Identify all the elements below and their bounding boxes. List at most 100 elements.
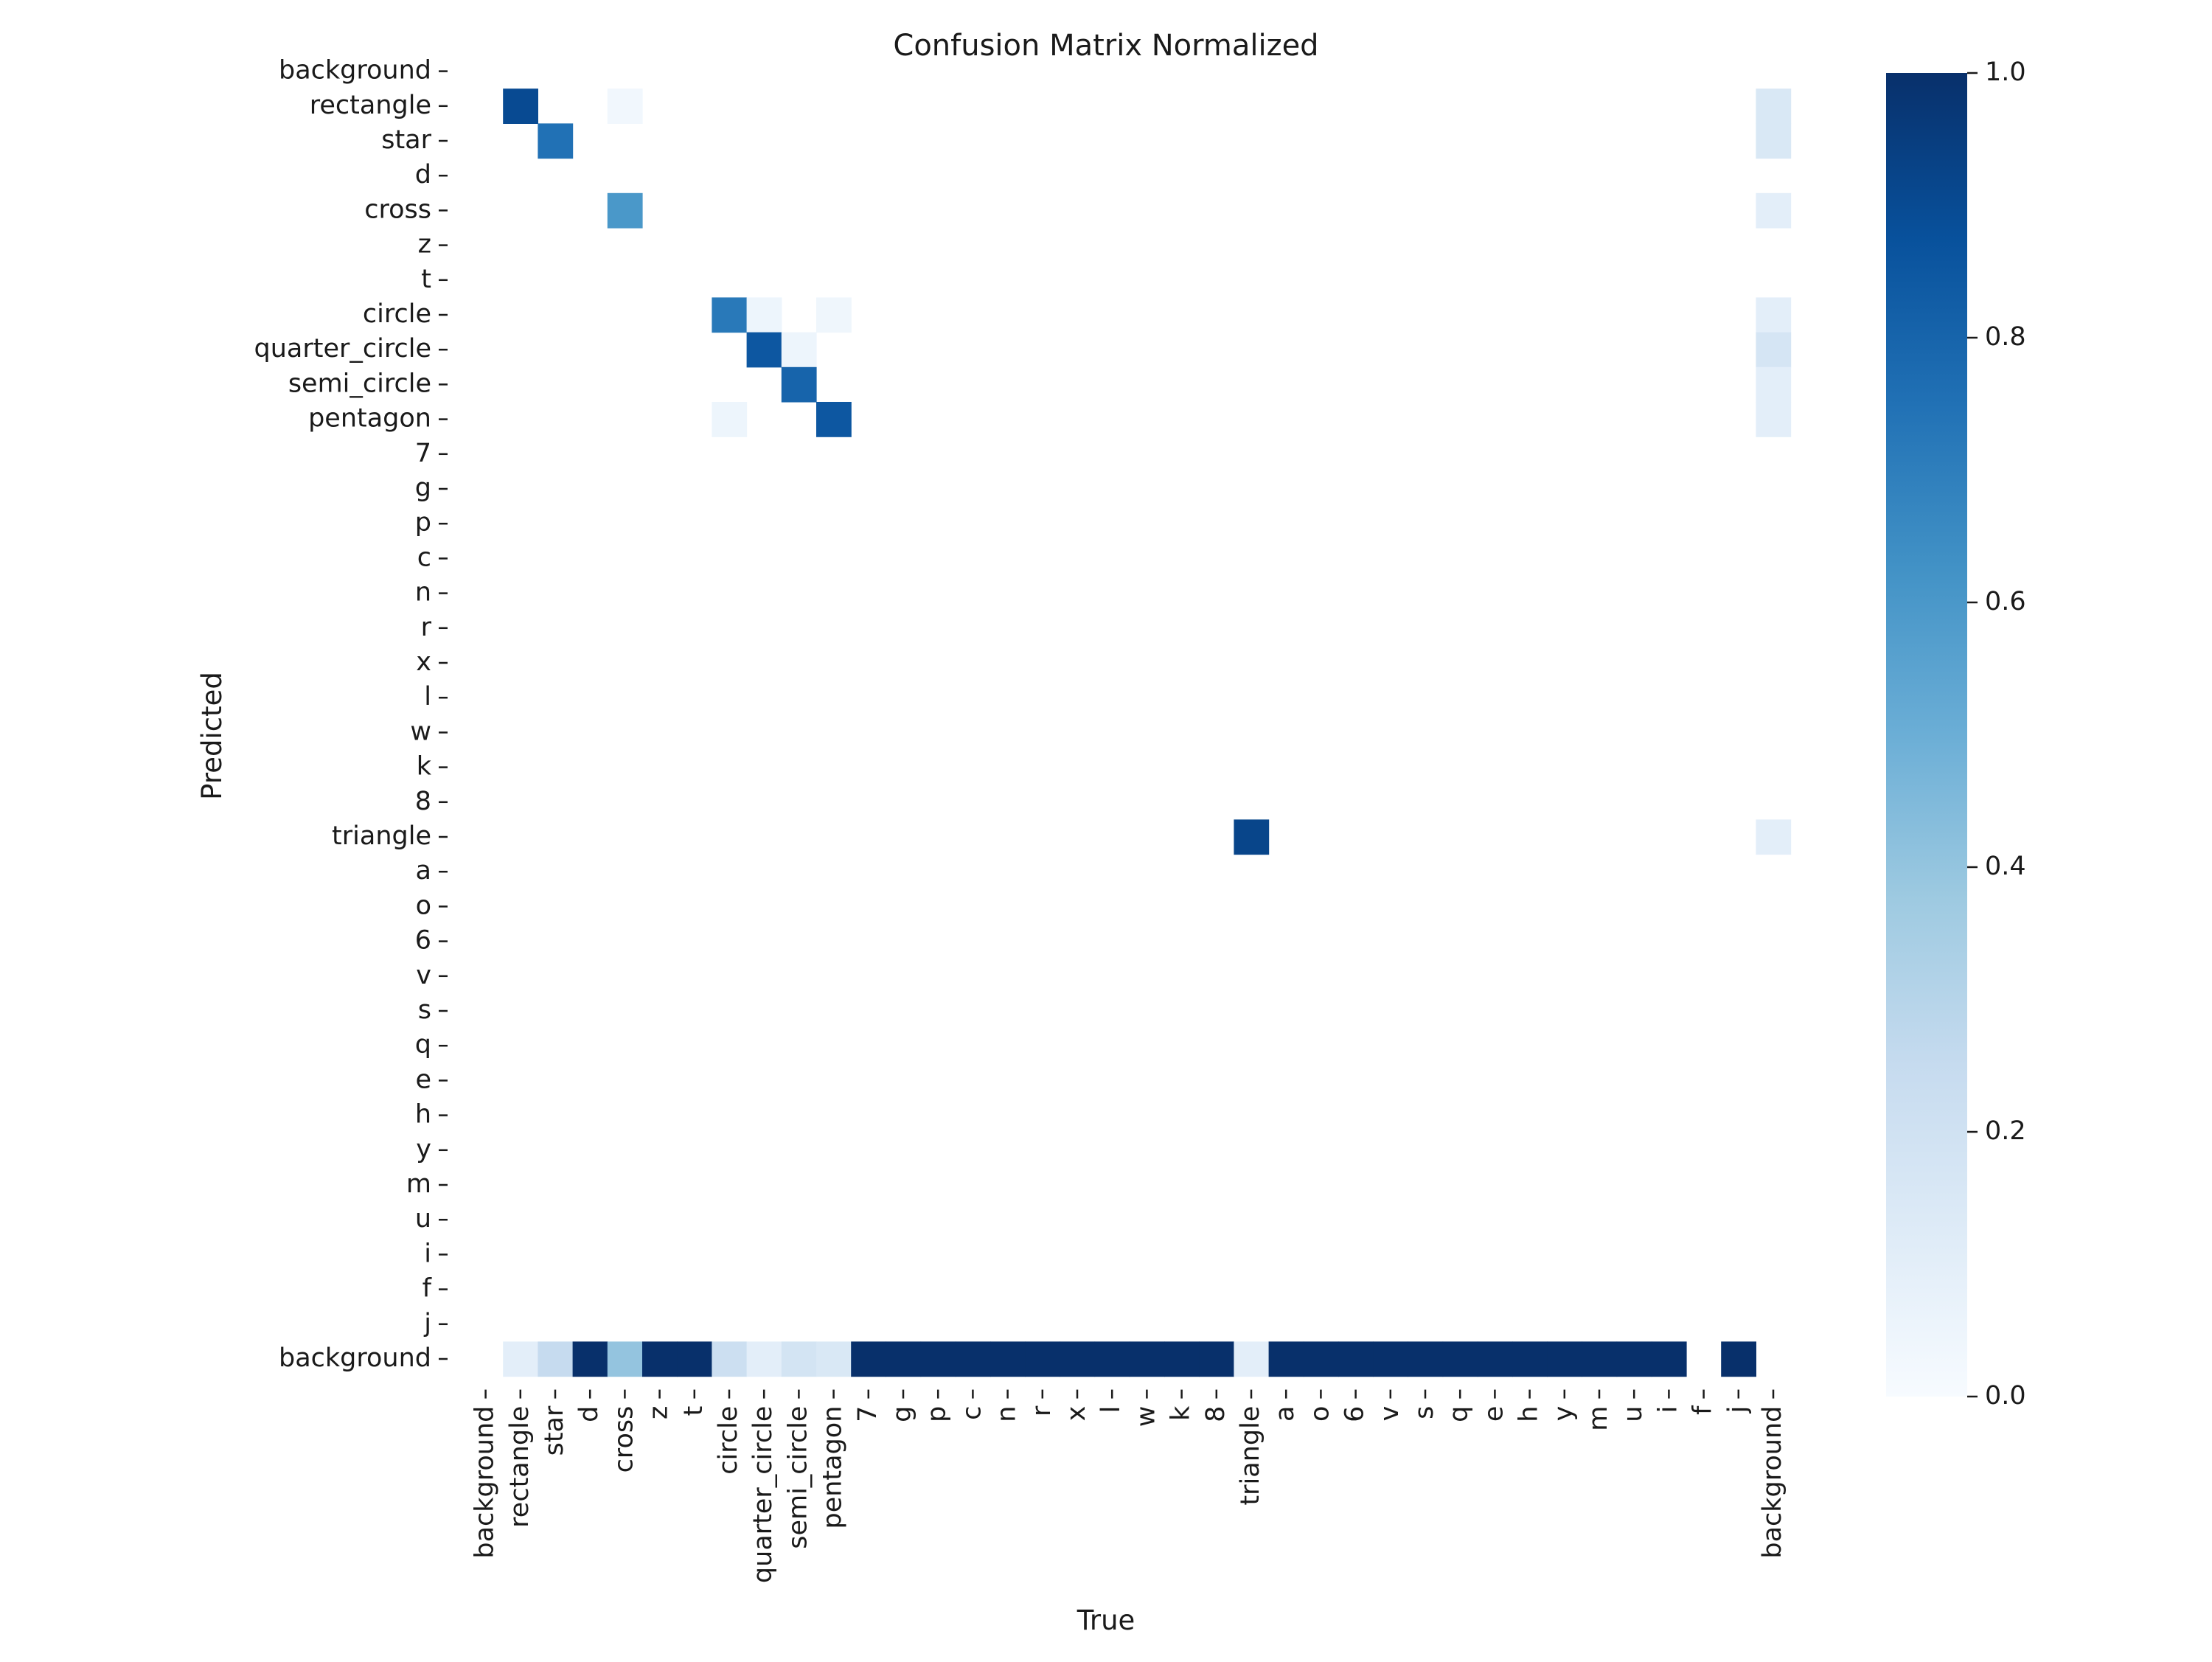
heatmap-cell (712, 1341, 748, 1377)
y-axis-label: Predicted (196, 672, 228, 800)
y-axis-ticks: backgroundrectanglestardcrossztcirclequa… (254, 56, 448, 1373)
heatmap-cell (503, 88, 538, 124)
y-tick-label: r (421, 613, 432, 642)
y-tick-label: t (421, 265, 431, 294)
heatmap-cells (503, 88, 1792, 1377)
heatmap-cell (503, 1341, 538, 1377)
y-tick-label: star (381, 125, 431, 155)
heatmap-cell (816, 1341, 852, 1377)
x-tick-label: background (1758, 1406, 1787, 1559)
x-tick-label: star (540, 1405, 569, 1456)
x-tick-label: quarter_circle (748, 1406, 778, 1583)
y-tick-label: 6 (415, 926, 431, 956)
heatmap-cell (1582, 1341, 1618, 1377)
heatmap-cell (1199, 1341, 1234, 1377)
y-tick-label: quarter_circle (254, 334, 431, 364)
heatmap-cell (1756, 123, 1792, 159)
colorbar-tick-label: 1.0 (1985, 58, 2026, 87)
heatmap-cell (1547, 1341, 1582, 1377)
y-tick-label: pentagon (308, 404, 431, 434)
x-tick-label: g (888, 1406, 917, 1422)
y-tick-label: w (410, 717, 431, 746)
x-tick-label: l (1096, 1406, 1126, 1414)
heatmap-cell (920, 1341, 956, 1377)
colorbar-gradient (1886, 73, 1967, 1397)
x-tick-label: i (1653, 1406, 1683, 1414)
x-tick-label: cross (609, 1406, 639, 1473)
heatmap-cell (642, 1341, 678, 1377)
y-tick-label: v (416, 961, 431, 990)
y-tick-label: 8 (415, 787, 431, 816)
heatmap-cell (1060, 1341, 1096, 1377)
y-tick-label: background (279, 56, 431, 86)
heatmap-cell (1442, 1341, 1478, 1377)
heatmap-cell (781, 1341, 817, 1377)
heatmap-cell (1303, 1341, 1339, 1377)
heatmap-cell (990, 1341, 1026, 1377)
heatmap-cell (712, 297, 748, 333)
x-tick-label: o (1305, 1406, 1335, 1422)
heatmap-cell (816, 402, 852, 437)
colorbar-tick-label: 0.0 (1985, 1381, 2026, 1411)
heatmap-cell (746, 1341, 782, 1377)
heatmap-cell (781, 332, 817, 368)
y-tick-label: f (422, 1274, 432, 1304)
y-tick-label: n (415, 578, 431, 608)
x-tick-label: r (1027, 1405, 1057, 1416)
y-tick-label: m (406, 1169, 431, 1199)
y-tick-label: a (416, 856, 431, 886)
heatmap-cell (746, 297, 782, 333)
heatmap-cell (607, 88, 643, 124)
x-tick-label: background (470, 1406, 500, 1559)
heatmap-cell (1129, 1341, 1165, 1377)
x-tick-label: rectangle (505, 1406, 535, 1528)
x-tick-label: u (1618, 1406, 1648, 1422)
heatmap-cell (955, 1341, 991, 1377)
y-tick-label: e (415, 1065, 431, 1094)
y-tick-label: i (424, 1239, 431, 1268)
y-tick-label: z (418, 230, 431, 260)
heatmap-cell (1756, 297, 1792, 333)
x-tick-label: e (1479, 1406, 1509, 1422)
y-tick-label: background (279, 1343, 431, 1373)
heatmap-cell (1756, 192, 1792, 229)
heatmap-cell (1408, 1341, 1444, 1377)
y-tick-label: o (416, 891, 431, 920)
y-tick-label: d (415, 160, 431, 190)
y-tick-label: cross (364, 195, 431, 224)
y-tick-label: h (415, 1100, 431, 1130)
colorbar-tick-label: 0.8 (1985, 322, 2026, 352)
heatmap-cell (677, 1341, 712, 1377)
x-tick-label: 6 (1340, 1406, 1370, 1422)
heatmap-cell (851, 1341, 886, 1377)
y-tick-label: circle (363, 299, 431, 329)
y-tick-label: p (415, 508, 431, 538)
x-tick-label: x (1062, 1406, 1091, 1422)
heatmap-cell (746, 332, 782, 368)
y-tick-label: u (415, 1204, 431, 1234)
y-tick-label: k (417, 752, 432, 782)
heatmap-cell (1477, 1341, 1513, 1377)
x-tick-label: triangle (1236, 1406, 1265, 1506)
x-tick-label: c (957, 1406, 987, 1420)
x-tick-label: circle (714, 1406, 743, 1475)
x-tick-label: m (1584, 1406, 1613, 1431)
heatmap-cell (1164, 1341, 1200, 1377)
chart-title: Confusion Matrix Normalized (893, 29, 1318, 63)
x-tick-label: a (1270, 1406, 1300, 1422)
heatmap-cell (1756, 819, 1792, 855)
x-tick-label: pentagon (818, 1406, 848, 1529)
y-tick-label: c (417, 543, 431, 572)
x-tick-label: w (1131, 1406, 1161, 1428)
x-tick-label: j (1723, 1406, 1753, 1414)
x-tick-label: semi_circle (783, 1406, 813, 1549)
x-tick-label: p (922, 1406, 952, 1422)
heatmap-cell (572, 1341, 608, 1377)
heatmap-cell (1373, 1341, 1408, 1377)
heatmap-cell (1512, 1341, 1548, 1377)
heatmap-cell (1756, 366, 1792, 403)
heatmap-cell (1616, 1341, 1652, 1377)
y-tick-label: g (415, 473, 431, 503)
heatmap-cell (1338, 1341, 1374, 1377)
heatmap-cell (607, 192, 643, 229)
